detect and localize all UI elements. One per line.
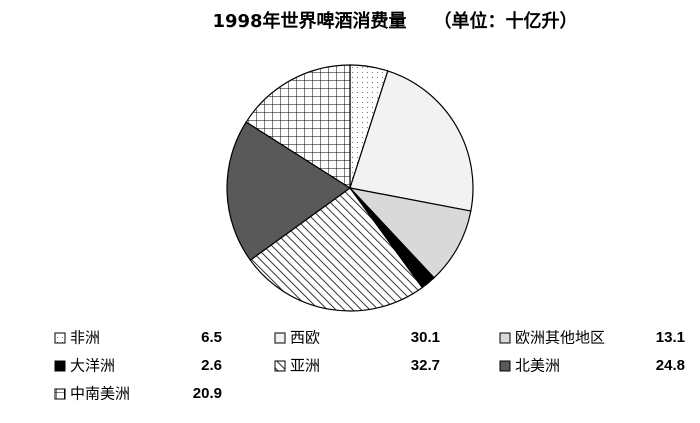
legend-value: 30.1	[411, 329, 440, 346]
legend-label: 亚洲	[290, 357, 320, 375]
legend-swatch	[274, 332, 286, 344]
legend-value: 24.8	[656, 357, 685, 374]
legend-swatch	[499, 360, 511, 372]
pie-slice	[249, 187, 424, 312]
pie-slice	[349, 70, 474, 212]
legend-label: 中南美洲	[70, 385, 130, 403]
legend-label: 欧洲其他地区	[515, 329, 605, 347]
legend-swatch	[54, 332, 66, 344]
legend-value: 2.6	[201, 357, 222, 374]
pie-slice	[226, 121, 352, 261]
legend-value: 13.1	[656, 329, 685, 346]
legend-label: 北美洲	[515, 357, 560, 375]
legend-swatch	[274, 360, 286, 372]
legend-value: 32.7	[411, 357, 440, 374]
legend-swatch	[54, 360, 66, 372]
legend-swatch	[499, 332, 511, 344]
legend-swatch	[54, 388, 66, 400]
chart-title: 1998年世界啤酒消费量 （单位：十亿升）	[212, 10, 577, 32]
legend-value: 6.5	[201, 329, 222, 346]
legend-label: 非洲	[70, 329, 100, 347]
legend-label: 大洋洲	[70, 357, 115, 375]
legend-value: 20.9	[193, 385, 222, 402]
legend-label: 西欧	[290, 329, 320, 347]
pie-slice	[245, 64, 351, 190]
pie-slice	[348, 187, 472, 279]
